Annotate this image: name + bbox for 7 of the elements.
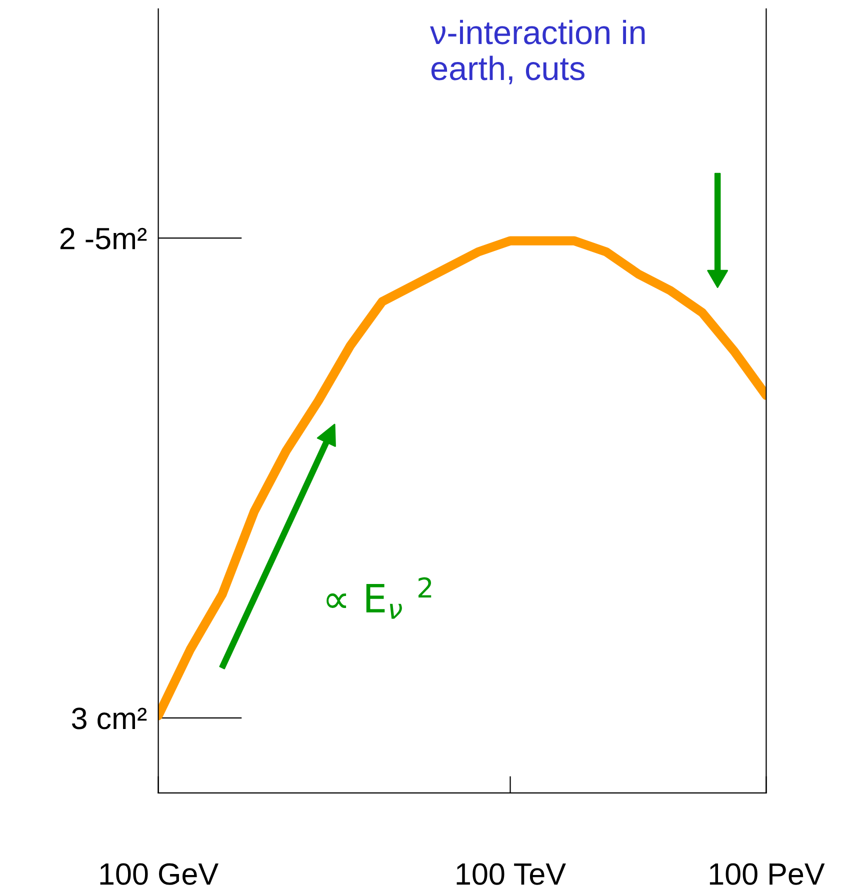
text: ν-interaction in earth, cuts [430, 20, 645, 84]
x-tick-label: 100 TeV [456, 863, 566, 885]
annotation: ∝ E$_{ν}$ $^{2}$ [326, 577, 432, 619]
x-tick-label: 100 PeV [710, 863, 825, 885]
text: 3 cm² [72, 708, 147, 730]
text: 2 -5m² [60, 228, 147, 250]
x-tick-label: 100 GeV [100, 863, 218, 885]
